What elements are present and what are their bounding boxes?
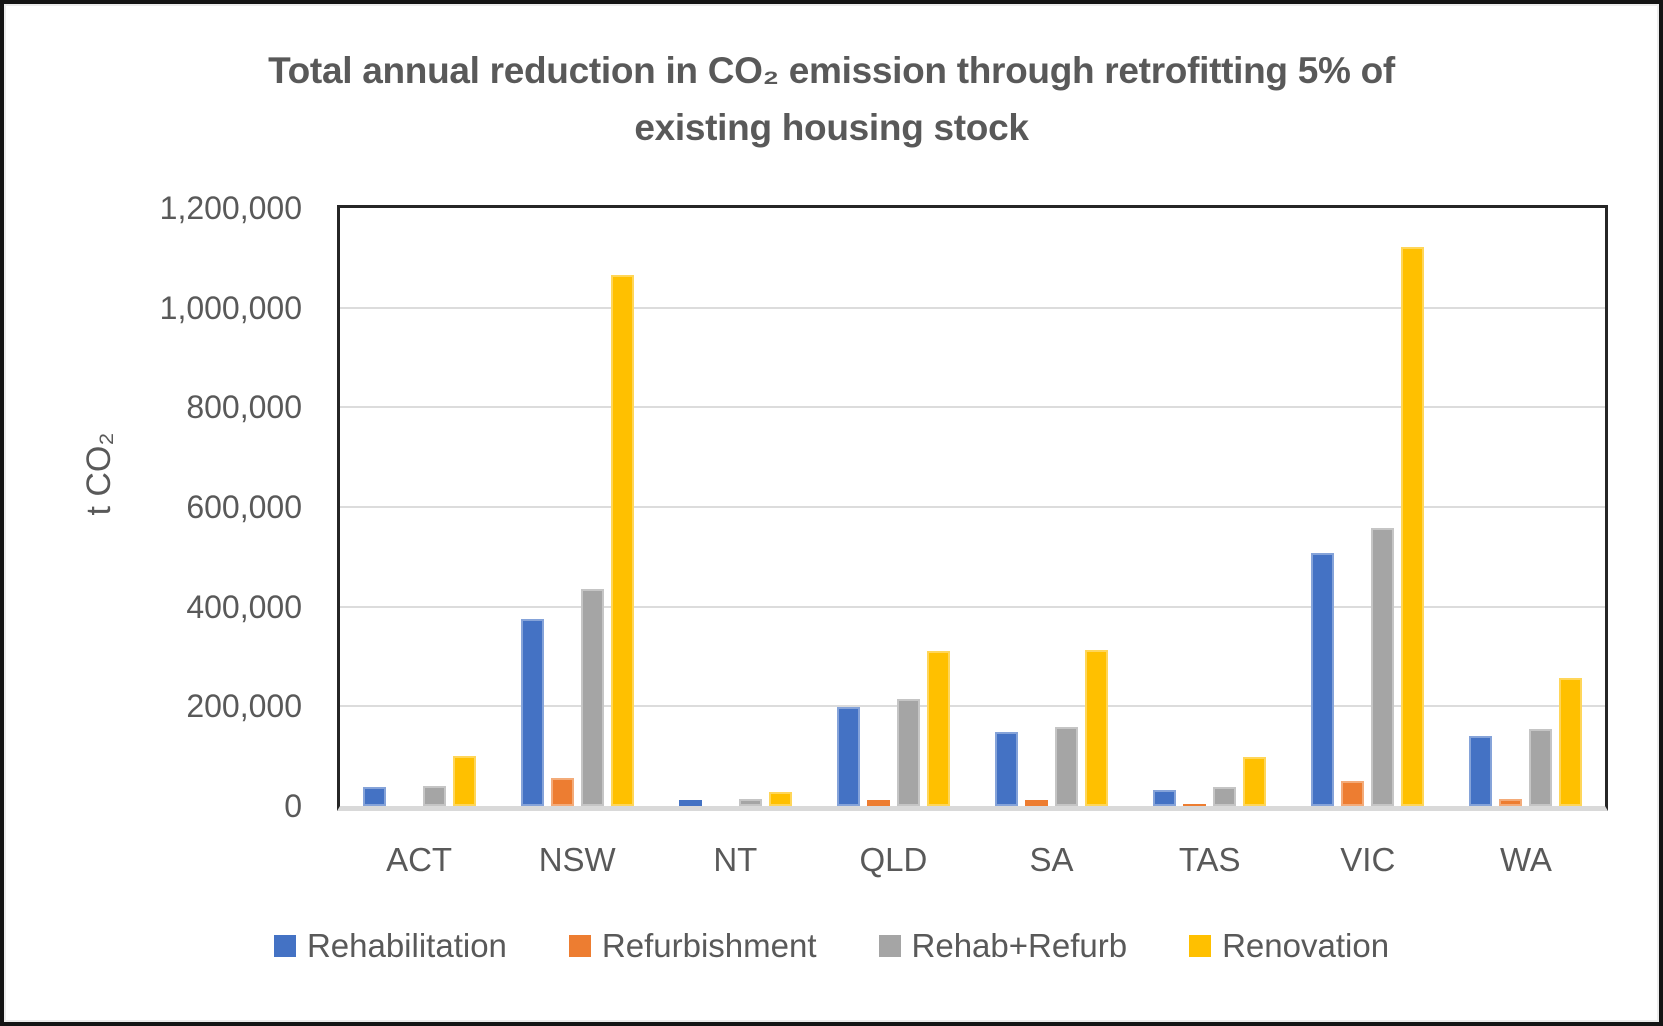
bar-rehab-refurb-sa xyxy=(1055,726,1079,806)
x-axis-labels: ACT NSW NT QLD SA TAS VIC WA xyxy=(340,840,1605,880)
gridline xyxy=(340,506,1605,508)
bar-renovation-act xyxy=(452,755,476,806)
y-tick-label: 400,000 xyxy=(186,588,302,625)
legend-swatch-icon xyxy=(1189,935,1212,957)
bar-refurbishment-tas xyxy=(1183,803,1207,806)
bar-rehab-refurb-nsw xyxy=(580,588,604,806)
bar-group-qld xyxy=(814,208,972,806)
legend-label: Rehab+Refurb xyxy=(911,927,1128,964)
bar-group-tas xyxy=(1131,208,1289,806)
gridline xyxy=(340,406,1605,409)
legend-label: Renovation xyxy=(1222,927,1390,964)
y-tick-label: 800,000 xyxy=(186,389,302,426)
legend-item-renovation: Renovation xyxy=(1189,926,1389,966)
chart-title-line2: existing housing stock xyxy=(634,107,1029,148)
y-tick-label: 200,000 xyxy=(186,688,302,725)
bar-group-nsw xyxy=(498,208,656,806)
y-tick-label: 1,000,000 xyxy=(159,289,302,326)
legend: Rehabilitation Refurbishment Rehab+Refurb R… xyxy=(4,926,1659,966)
bar-rehabilitation-wa xyxy=(1469,735,1493,806)
x-label-nt: NT xyxy=(713,841,758,878)
bar-rehabilitation-tas xyxy=(1153,790,1177,806)
bar-refurbishment-wa xyxy=(1499,799,1523,806)
chart-title: Total annual reduction in CO₂ emission t… xyxy=(4,42,1659,156)
bar-rehab-refurb-tas xyxy=(1213,787,1237,806)
bar-renovation-qld xyxy=(926,651,950,806)
x-label-wa: WA xyxy=(1499,841,1552,878)
x-label-nsw: NSW xyxy=(538,841,616,878)
bar-group-sa xyxy=(973,208,1131,806)
gridline xyxy=(340,605,1605,608)
legend-item-rehab-refurb: Rehab+Refurb xyxy=(878,926,1128,966)
legend-item-refurbishment: Refurbishment xyxy=(568,926,817,966)
bar-renovation-tas xyxy=(1243,757,1267,806)
bar-rehabilitation-nt xyxy=(678,800,702,806)
bar-refurbishment-sa xyxy=(1025,800,1049,806)
bar-refurbishment-qld xyxy=(866,800,890,806)
bar-renovation-wa xyxy=(1559,677,1583,806)
bar-rehab-refurb-act xyxy=(422,786,446,806)
y-axis-tick-labels: 0 200,000 400,000 600,000 800,000 1,000,000 1,… xyxy=(4,4,302,1022)
y-tick-label: 600,000 xyxy=(186,489,302,525)
gridline xyxy=(340,705,1605,708)
x-label-qld: QLD xyxy=(859,841,928,878)
bar-group-vic xyxy=(1289,208,1447,806)
legend-swatch-icon xyxy=(273,935,296,957)
bar-renovation-nt xyxy=(768,791,792,806)
chart-title-line1: Total annual reduction in CO₂ emission t… xyxy=(268,50,1395,91)
bar-groups xyxy=(340,208,1605,806)
x-label-vic: VIC xyxy=(1340,841,1396,878)
bar-rehab-refurb-wa xyxy=(1529,729,1553,806)
legend-item-rehabilitation: Rehabilitation xyxy=(273,926,507,966)
bar-rehab-refurb-nt xyxy=(738,799,762,806)
bar-rehab-refurb-qld xyxy=(896,699,920,806)
legend-swatch-icon xyxy=(878,935,901,957)
bar-rehabilitation-qld xyxy=(836,706,860,806)
legend-swatch-icon xyxy=(568,935,591,957)
bar-renovation-nsw xyxy=(610,275,634,806)
legend-label: Rehabilitation xyxy=(306,927,507,964)
x-label-act: ACT xyxy=(386,841,453,878)
bar-renovation-vic xyxy=(1401,246,1425,806)
bar-rehabilitation-act xyxy=(362,787,386,806)
y-tick-label: 0 xyxy=(284,788,302,824)
legend-label: Refurbishment xyxy=(601,927,817,964)
bar-rehab-refurb-vic xyxy=(1371,527,1395,806)
x-label-tas: TAS xyxy=(1178,841,1241,878)
x-label-sa: SA xyxy=(1029,841,1074,878)
bar-group-wa xyxy=(1447,208,1605,806)
gridlines xyxy=(340,208,1605,806)
bar-rehabilitation-vic xyxy=(1311,552,1335,806)
plot-area xyxy=(337,205,1608,811)
bar-refurbishment-vic xyxy=(1341,781,1365,806)
bar-group-nt xyxy=(656,208,814,806)
bar-rehabilitation-nsw xyxy=(520,619,544,806)
gridline xyxy=(340,306,1605,309)
bar-rehabilitation-sa xyxy=(995,732,1019,806)
bar-group-act xyxy=(340,208,498,806)
bar-renovation-sa xyxy=(1085,649,1109,806)
bar-refurbishment-nsw xyxy=(550,777,574,806)
y-tick-label: 1,200,000 xyxy=(159,190,302,226)
